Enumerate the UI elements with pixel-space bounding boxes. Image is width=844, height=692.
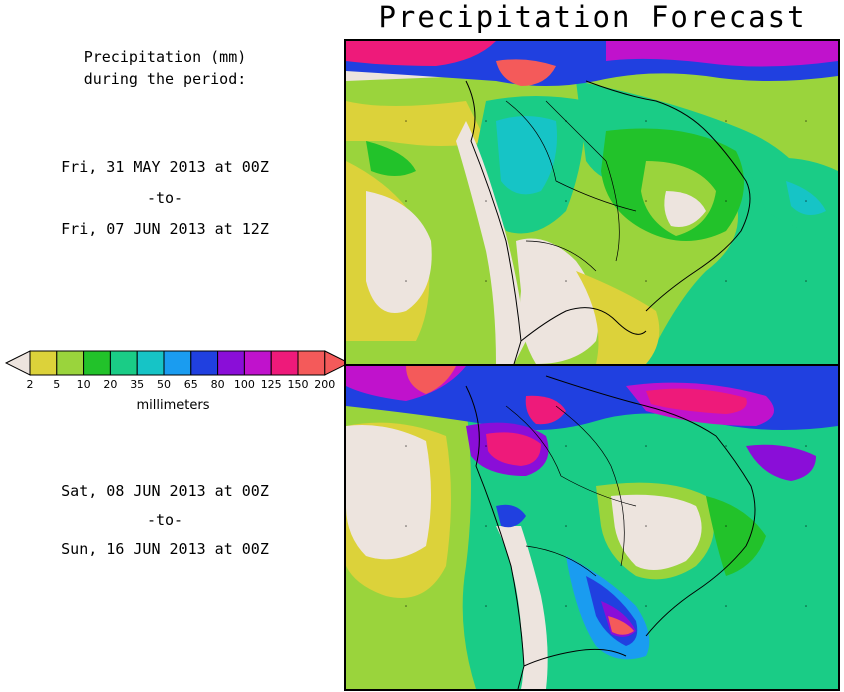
colorbar-swatch bbox=[109, 350, 138, 376]
colorbar-above-arrow bbox=[324, 350, 347, 376]
colorbar-tick-label: 10 bbox=[76, 378, 91, 391]
colorbar-swatch bbox=[243, 350, 272, 376]
colorbar-below-arrow bbox=[5, 350, 31, 376]
colorbar-swatch bbox=[190, 350, 219, 376]
period1-separator: -to- bbox=[146, 189, 184, 207]
colorbar-swatch bbox=[136, 350, 165, 376]
period2-separator: -to- bbox=[146, 511, 184, 529]
period1-start: Fri, 31 MAY 2013 at 00Z bbox=[61, 158, 269, 176]
precip-description-line2: during the period: bbox=[83, 70, 247, 88]
colorbar-swatch bbox=[29, 350, 58, 376]
colorbar-tick-label: 65 bbox=[183, 378, 198, 391]
colorbar-swatch bbox=[83, 350, 111, 376]
period1-end: Fri, 07 JUN 2013 at 12Z bbox=[61, 220, 269, 238]
colorbar-tick-label: 100 bbox=[233, 378, 255, 391]
period2-start: Sat, 08 JUN 2013 at 00Z bbox=[61, 482, 269, 500]
forecast-map-period1 bbox=[344, 39, 840, 366]
colorbar-swatch bbox=[270, 350, 299, 376]
precip-description: Precipitation (mm) during the period: bbox=[0, 46, 330, 90]
colorbar-tick-label: 80 bbox=[210, 378, 225, 391]
colorbar-tick-label: 125 bbox=[260, 378, 282, 391]
forecast-map-period2 bbox=[344, 364, 840, 691]
colorbar-tick-label: 50 bbox=[157, 378, 171, 391]
colorbar-tick-label: 150 bbox=[287, 378, 309, 391]
chart-title: Precipitation Forecast bbox=[378, 0, 807, 34]
colorbar-swatch bbox=[56, 350, 85, 376]
period2-end: Sun, 16 JUN 2013 at 00Z bbox=[61, 540, 269, 558]
colorbar-tick-label: 35 bbox=[130, 378, 145, 391]
period2-text: Sat, 08 JUN 2013 at 00Z -to- Sun, 16 JUN… bbox=[0, 477, 330, 564]
colorbar-swatch bbox=[163, 350, 192, 376]
colorbar bbox=[5, 350, 347, 376]
colorbar-tick-label: 2 bbox=[26, 378, 34, 391]
colorbar-units: millimeters bbox=[136, 398, 210, 413]
period1-text: Fri, 31 MAY 2013 at 00Z -to- Fri, 07 JUN… bbox=[0, 152, 330, 245]
colorbar-swatch bbox=[297, 350, 326, 376]
colorbar-swatch bbox=[217, 350, 245, 376]
colorbar-tick-label: 20 bbox=[103, 378, 118, 391]
precip-description-line1: Precipitation (mm) bbox=[83, 48, 247, 66]
colorbar-tick-label: 5 bbox=[53, 378, 61, 391]
colorbar-tick-label: 200 bbox=[314, 378, 336, 391]
